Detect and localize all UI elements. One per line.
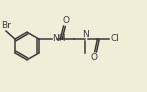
Text: O: O bbox=[90, 53, 97, 62]
Text: Cl: Cl bbox=[110, 34, 119, 43]
Text: NH: NH bbox=[52, 34, 65, 43]
Text: Br: Br bbox=[1, 21, 11, 30]
Text: O: O bbox=[62, 16, 70, 25]
Text: N: N bbox=[82, 30, 89, 39]
